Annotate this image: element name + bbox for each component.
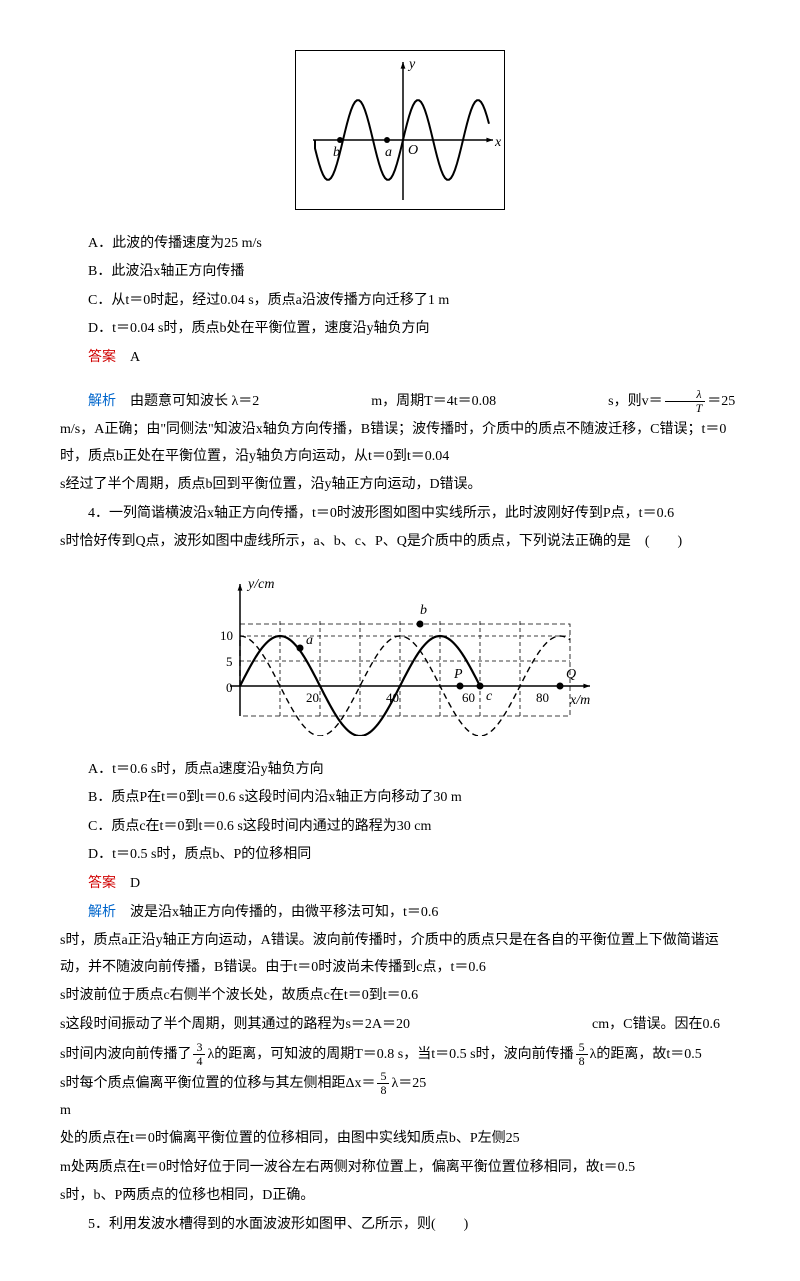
- q4-exp-l2: s时，质点a正沿y轴正方向运动，A错误。波向前传播时，介质中的质点只是在各自的平…: [60, 928, 740, 981]
- svg-text:a: a: [385, 145, 392, 160]
- q4-exp-l7: 处的质点在t＝0时偏离平衡位置的位移相同，由图中实线知质点b、P左侧25: [60, 1126, 740, 1153]
- answer-label: 答案: [88, 876, 116, 891]
- wave-graph-1: x y Ob a: [295, 50, 505, 210]
- answer-label: 答案: [88, 350, 116, 365]
- q3-exp-seg2: ＝25: [707, 393, 735, 408]
- svg-text:x/m: x/m: [569, 693, 590, 708]
- svg-text:O: O: [408, 143, 418, 158]
- q4-exp-l1-text: 波是沿x轴正方向传播的，由微平移法可知，t＝0.6: [116, 905, 438, 920]
- svg-text:5: 5: [226, 654, 233, 669]
- q4-exp-l9: s时，b、P两质点的位移也相同，D正确。: [60, 1183, 740, 1210]
- svg-text:60: 60: [462, 690, 475, 705]
- explain-label: 解析: [88, 393, 116, 408]
- q4-answer-value: D: [116, 876, 140, 891]
- q4-exp-l6: s时每个质点偏离平衡位置的位移与其左侧相距Δx＝58λ＝25 m: [60, 1070, 740, 1124]
- svg-text:a: a: [306, 633, 313, 648]
- q3-option-c: C．从t＝0时起，经过0.04 s，质点a沿波传播方向迁移了1 m: [60, 288, 740, 315]
- svg-text:80: 80: [536, 690, 549, 705]
- svg-text:y/cm: y/cm: [246, 577, 274, 592]
- svg-text:y: y: [407, 57, 416, 72]
- q4-exp-l5b: λ的距离，可知波的周期T＝0.8 s，当t＝0.5 s时，波向前传播: [207, 1046, 573, 1061]
- q3-option-d: D．t＝0.04 s时，质点b处在平衡位置，速度沿y轴负方向: [60, 316, 740, 343]
- q4-exp-l3: s时波前位于质点c右侧半个波长处，故质点c在t＝0到t＝0.6: [60, 983, 740, 1010]
- svg-text:20: 20: [306, 690, 319, 705]
- svg-text:b: b: [333, 145, 340, 160]
- svg-text:40: 40: [386, 690, 399, 705]
- figure-wave-2: x/m y/cm 10 5 0 20 40 60 80 a b c P Q: [60, 566, 740, 747]
- figure-wave-1: x y Ob a: [60, 50, 740, 221]
- q3-answer-value: A: [116, 350, 140, 365]
- q4-exp-l5: s时间内波向前传播了34λ的距离，可知波的周期T＝0.8 s，当t＝0.5 s时…: [60, 1041, 740, 1069]
- q4-exp-l4: s这段时间振动了半个周期，则其通过的路程为s＝2A＝20 cm，C错误。因在0.…: [60, 1012, 740, 1039]
- q4-option-b: B．质点P在t＝0到t＝0.6 s这段时间内沿x轴正方向移动了30 m: [60, 785, 740, 812]
- svg-text:P: P: [453, 667, 463, 682]
- svg-text:0: 0: [226, 680, 233, 695]
- q3-option-b: B．此波沿x轴正方向传播: [60, 259, 740, 286]
- q3-explanation: 解析 由题意可知波长 λ＝2 m，周期T＝4t＝0.08 s，则v＝λT＝25: [60, 388, 740, 416]
- fraction-5-8-b: 58: [377, 1070, 389, 1097]
- q3-answer: 答案 A: [60, 345, 740, 372]
- q3-exp-line2: m/s，A正确；由"同侧法"知波沿x轴负方向传播，B错误；波传播时，介质中的质点…: [60, 417, 740, 470]
- q5-stem: 5．利用发波水槽得到的水面波波形如图甲、乙所示，则( ): [60, 1212, 740, 1239]
- q4-stem1: 4．一列简谐横波沿x轴正方向传播，t＝0时波形图如图中实线所示，此时波刚好传到P…: [60, 501, 740, 528]
- q3-exp-line3: s经过了半个周期，质点b回到平衡位置，沿y轴正方向运动，D错误。: [60, 472, 740, 499]
- q4-option-c: C．质点c在t＝0到t＝0.6 s这段时间内通过的路程为30 cm: [60, 814, 740, 841]
- svg-text:b: b: [420, 603, 427, 618]
- q4-answer: 答案 D: [60, 871, 740, 898]
- q4-stem2: s时恰好传到Q点，波形如图中虚线所示，a、b、c、P、Q是介质中的质点，下列说法…: [60, 529, 740, 556]
- q4-exp-l5c: λ的距离，故t＝0.5: [590, 1046, 702, 1061]
- q4-exp-l1: 解析 波是沿x轴正方向传播的，由微平移法可知，t＝0.6: [60, 900, 740, 927]
- svg-text:x: x: [494, 135, 502, 150]
- q4-option-a: A．t＝0.6 s时，质点a速度沿y轴负方向: [60, 757, 740, 784]
- q4-exp-l8: m处两质点在t＝0时恰好位于同一波谷左右两侧对称位置上，偏离平衡位置位移相同，故…: [60, 1155, 740, 1182]
- fraction-3-4: 34: [193, 1041, 205, 1068]
- wave-graph-2: x/m y/cm 10 5 0 20 40 60 80 a b c P Q: [190, 566, 610, 736]
- q4-option-d: D．t＝0.5 s时，质点b、P的位移相同: [60, 842, 740, 869]
- q4-exp-l6a: s时每个质点偏离平衡位置的位移与其左侧相距Δx＝: [60, 1076, 375, 1091]
- q3-option-a: A．此波的传播速度为25 m/s: [60, 231, 740, 258]
- q3-exp-seg1: 由题意可知波长 λ＝2 m，周期T＝4t＝0.08 s，则v＝: [116, 393, 663, 408]
- svg-text:Q: Q: [566, 667, 576, 682]
- explain-label: 解析: [88, 905, 116, 920]
- fraction-5-8: 58: [576, 1041, 588, 1068]
- fraction-lambda-t: λT: [665, 388, 706, 415]
- svg-text:c: c: [486, 689, 493, 704]
- q4-exp-l5a: s时间内波向前传播了: [60, 1046, 191, 1061]
- svg-text:10: 10: [220, 628, 233, 643]
